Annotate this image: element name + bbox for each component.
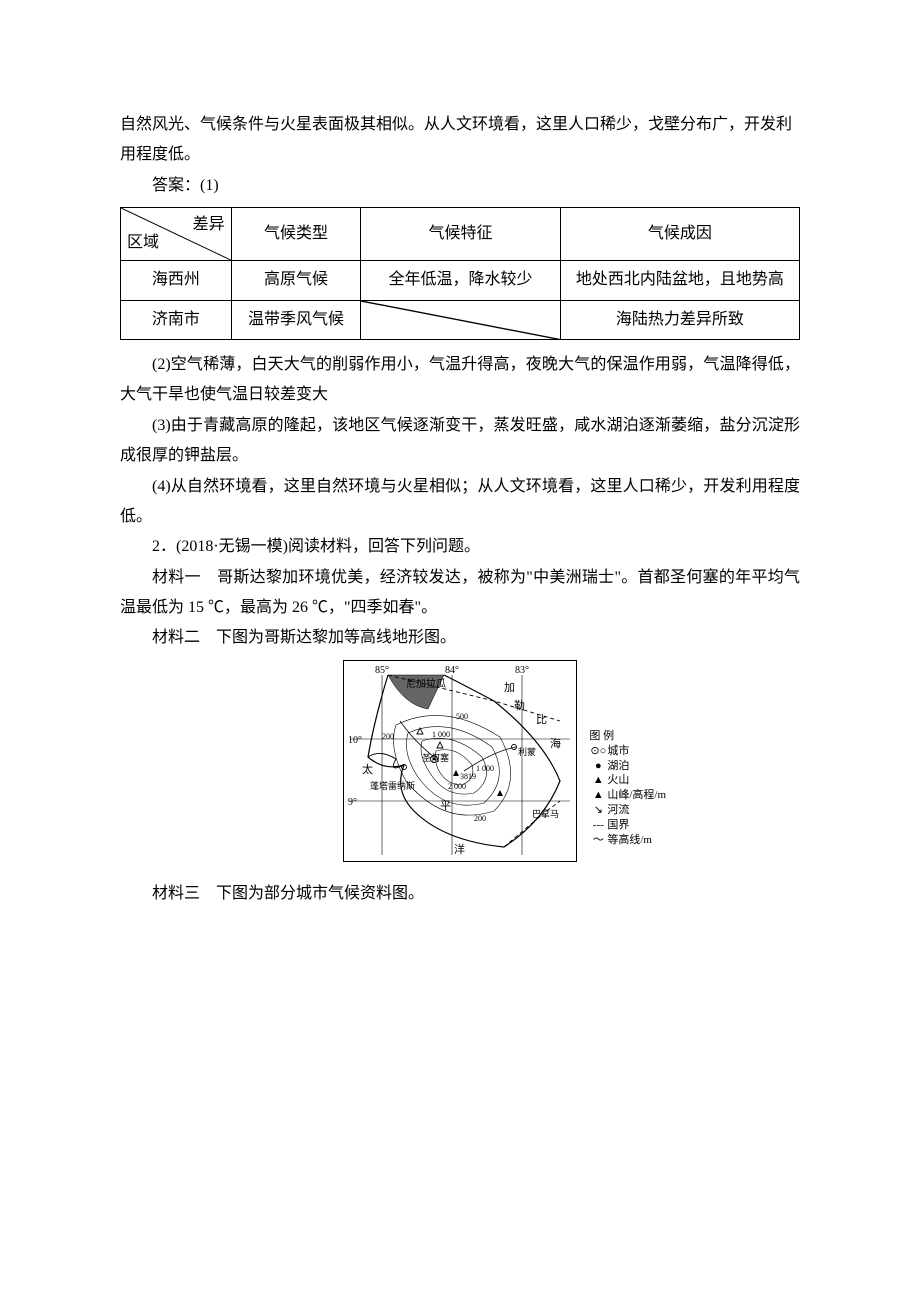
answer-4: (4)从自然环境看，这里自然环境与火星相似；从人文环境看，这里人口稀少，开发利用… xyxy=(120,472,800,533)
svg-text:83°: 83° xyxy=(515,665,529,676)
material-3: 材料三 下图为部分城市气候资料图。 xyxy=(120,879,800,909)
map-svg: 85° 84° 83° 10° 9° 尼加拉瓜 加勒比海太蓬塔雷纳斯 圣何塞平 利蒙巴拿马洋 38… xyxy=(344,661,576,861)
svg-text:比: 比 xyxy=(536,713,547,726)
svg-text:尼加拉瓜: 尼加拉瓜 xyxy=(406,677,446,690)
type-cell: 温带季风气候 xyxy=(231,300,361,339)
legend-item: ●湖泊 xyxy=(589,759,666,774)
climate-table: 差异 区域 气候类型 气候特征 气候成因 海西州 高原气候 全年低温，降水较少 … xyxy=(120,207,800,340)
material-1: 材料一 哥斯达黎加环境优美，经济较发达，被称为"中美洲瑞士"。首都圣何塞的年平均… xyxy=(120,563,800,624)
legend-item: ↘河流 xyxy=(589,803,666,818)
intro-continuation: 自然风光、气候条件与火星表面极其相似。从人文环境看，这里人口稀少，戈壁分布广，开… xyxy=(120,110,800,171)
svg-text:10°: 10° xyxy=(348,735,362,746)
svg-text:利蒙: 利蒙 xyxy=(518,746,536,757)
answer-2: (2)空气稀薄，白天大气的削弱作用小，气温升得高，夜晚大气的保温作用弱，气温降得… xyxy=(120,350,800,411)
col-header: 气候特征 xyxy=(361,208,560,261)
cause-cell: 海陆热力差异所致 xyxy=(560,300,799,339)
diag-header-cell: 差异 区域 xyxy=(121,208,232,261)
svg-text:加: 加 xyxy=(504,681,515,694)
material-2: 材料二 下图为哥斯达黎加等高线地形图。 xyxy=(120,623,800,653)
answer-3: (3)由于青藏高原的隆起，该地区气候逐渐变干，蒸发旺盛，咸水湖泊逐渐萎缩，盐分沉… xyxy=(120,411,800,472)
map-box: 85° 84° 83° 10° 9° 尼加拉瓜 加勒比海太蓬塔雷纳斯 圣何塞平 利蒙巴拿马洋 38… xyxy=(343,660,577,862)
legend-item: ⊙○城市 xyxy=(589,744,666,759)
svg-text:1 000: 1 000 xyxy=(476,764,494,773)
feature-cell: 全年低温，降水较少 xyxy=(361,261,560,300)
legend-item: ▲山峰/高程/m xyxy=(589,788,666,803)
answer-label: 答案：(1) xyxy=(120,171,800,201)
map-figure: 85° 84° 83° 10° 9° 尼加拉瓜 加勒比海太蓬塔雷纳斯 圣何塞平 利蒙巴拿马洋 38… xyxy=(120,660,800,873)
svg-text:85°: 85° xyxy=(375,665,389,676)
region-cell: 济南市 xyxy=(121,300,232,339)
legend-item: ～等高线/m xyxy=(589,833,666,848)
col-header: 气候成因 xyxy=(560,208,799,261)
legend-title: 图 例 xyxy=(589,729,666,744)
svg-text:太: 太 xyxy=(362,763,373,776)
map-legend: 图 例 ⊙○城市●湖泊▲火山▲山峰/高程/m↘河流---国界～等高线/m xyxy=(589,729,666,848)
svg-text:圣何塞: 圣何塞 xyxy=(422,752,449,763)
svg-text:1 000: 1 000 xyxy=(432,730,450,739)
cause-cell: 地处西北内陆盆地，且地势高 xyxy=(560,261,799,300)
diag-bottom-label: 区域 xyxy=(127,228,159,258)
legend-item: ▲火山 xyxy=(589,773,666,788)
table-row: 海西州 高原气候 全年低温，降水较少 地处西北内陆盆地，且地势高 xyxy=(121,261,800,300)
svg-text:平: 平 xyxy=(440,800,451,812)
question-2-heading: 2．(2018·无锡一模)阅读材料，回答下列问题。 xyxy=(120,532,800,562)
svg-text:500: 500 xyxy=(456,712,468,721)
col-header: 气候类型 xyxy=(231,208,361,261)
svg-text:200: 200 xyxy=(474,814,486,823)
legend-item: ---国界 xyxy=(589,818,666,833)
svg-text:3819: 3819 xyxy=(460,772,476,781)
region-cell: 海西州 xyxy=(121,261,232,300)
svg-text:蓬塔雷纳斯: 蓬塔雷纳斯 xyxy=(370,780,415,791)
table-row: 济南市 温带季风气候 海陆热力差异所致 xyxy=(121,300,800,339)
svg-text:200: 200 xyxy=(382,732,394,741)
svg-text:巴拿马: 巴拿马 xyxy=(532,808,559,819)
svg-text:洋: 洋 xyxy=(454,842,465,856)
svg-text:84°: 84° xyxy=(445,665,459,676)
svg-text:9°: 9° xyxy=(348,797,357,808)
svg-text:海: 海 xyxy=(550,736,561,750)
svg-text:勒: 勒 xyxy=(514,699,525,712)
feature-cell-empty xyxy=(361,300,560,339)
table-header-row: 差异 区域 气候类型 气候特征 气候成因 xyxy=(121,208,800,261)
type-cell: 高原气候 xyxy=(231,261,361,300)
svg-text:2 000: 2 000 xyxy=(448,782,466,791)
diag-top-label: 差异 xyxy=(193,210,225,240)
